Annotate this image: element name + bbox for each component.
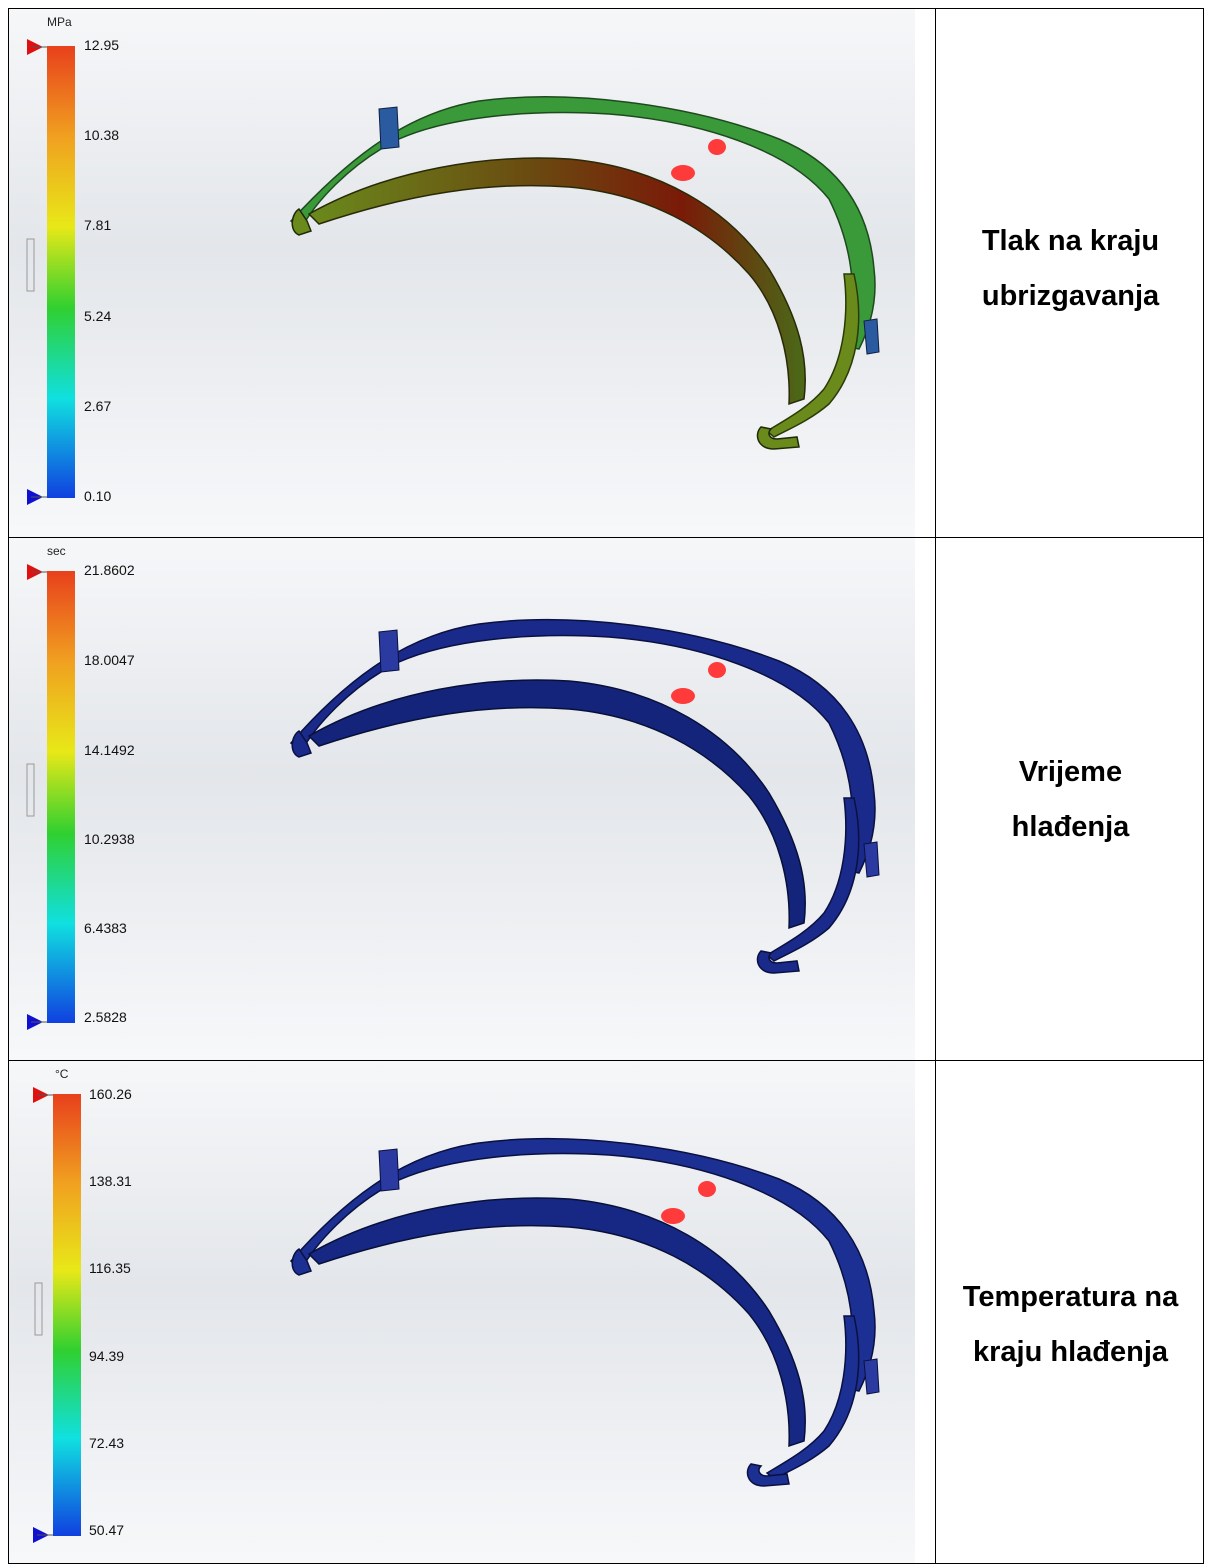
legend-unit: °C [55,1067,69,1081]
part-right-hook [746,1463,790,1487]
caption-line: Temperatura na [962,1281,1179,1313]
legend-tick: 18.0047 [84,652,135,668]
gate-marker [671,688,695,704]
results-table: MPa 12.95 10.38 7.81 5.24 2.67 0.10 Tlak… [8,8,1204,1564]
legend-color-bar [53,1094,81,1536]
part-upper-band [289,1138,876,1392]
part-right-arm [765,1315,860,1480]
legend-tick: 6.4383 [84,920,127,936]
legend-tick: 160.26 [89,1086,132,1102]
table-border-bottom [8,1563,1204,1564]
part-left-hook [291,1247,312,1276]
part-clip [863,1358,880,1395]
legend-tick: 21.8602 [84,562,135,578]
legend-unit: sec [47,544,66,558]
table-row: MPa 12.95 10.38 7.81 5.24 2.67 0.10 Tlak… [8,8,1204,538]
gate-marker [708,662,726,678]
cooling-time-plot: sec 21.8602 18.0047 14.1492 10.2938 6.43… [9,538,915,1060]
row-caption: Vrijeme hlađenja [937,745,1204,855]
legend-tick: 116.35 [89,1260,131,1276]
table-border-right [1203,8,1204,1564]
part-visor-band [307,1197,806,1448]
caption-line: Tlak na kraju [981,225,1160,257]
legend-tick: 14.1492 [84,742,135,758]
caption-line: Vrijeme [1018,756,1123,788]
legend-tick: 2.5828 [84,1009,127,1025]
gate-marker [698,1181,716,1197]
row-caption: Temperatura na kraju hlađenja [937,1270,1204,1380]
legend-tick: 72.43 [89,1435,124,1451]
legend-tick: 94.39 [89,1348,124,1364]
column-divider [935,8,936,1564]
part-right-hook [756,950,800,974]
pressure-plot: MPa 12.95 10.38 7.81 5.24 2.67 0.10 [9,9,915,537]
table-border-top [8,8,1204,9]
legend-handle[interactable] [34,1282,43,1336]
part-visor-band [307,679,806,930]
gate-marker [661,1208,685,1224]
caption-line: ubrizgavanja [981,280,1160,312]
caption-line: kraju hlađenja [972,1336,1168,1368]
legend-tick: 50.47 [89,1522,124,1538]
row-divider-2 [8,1060,1204,1061]
part-left-hook [291,729,312,758]
legend-tick: 10.2938 [84,831,135,847]
part-clip [863,841,880,878]
legend-color-bar [47,571,75,1023]
caption-line: hlađenja [1011,811,1130,843]
legend-handle[interactable] [26,763,35,817]
part-clip [378,629,400,673]
legend-tick: 138.31 [89,1173,132,1189]
part-upper-band [289,619,876,874]
row-divider-1 [8,537,1204,538]
row-caption: Tlak na kraju ubrizgavanja [937,214,1204,324]
part-clip [378,1148,400,1192]
table-row: sec 21.8602 18.0047 14.1492 10.2938 6.43… [8,537,1204,1061]
table-row: °C 160.26 138.31 116.35 94.39 72.43 50.4… [8,1060,1204,1564]
table-border-left [8,8,9,1564]
temperature-plot: °C 160.26 138.31 116.35 94.39 72.43 50.4… [9,1061,915,1563]
